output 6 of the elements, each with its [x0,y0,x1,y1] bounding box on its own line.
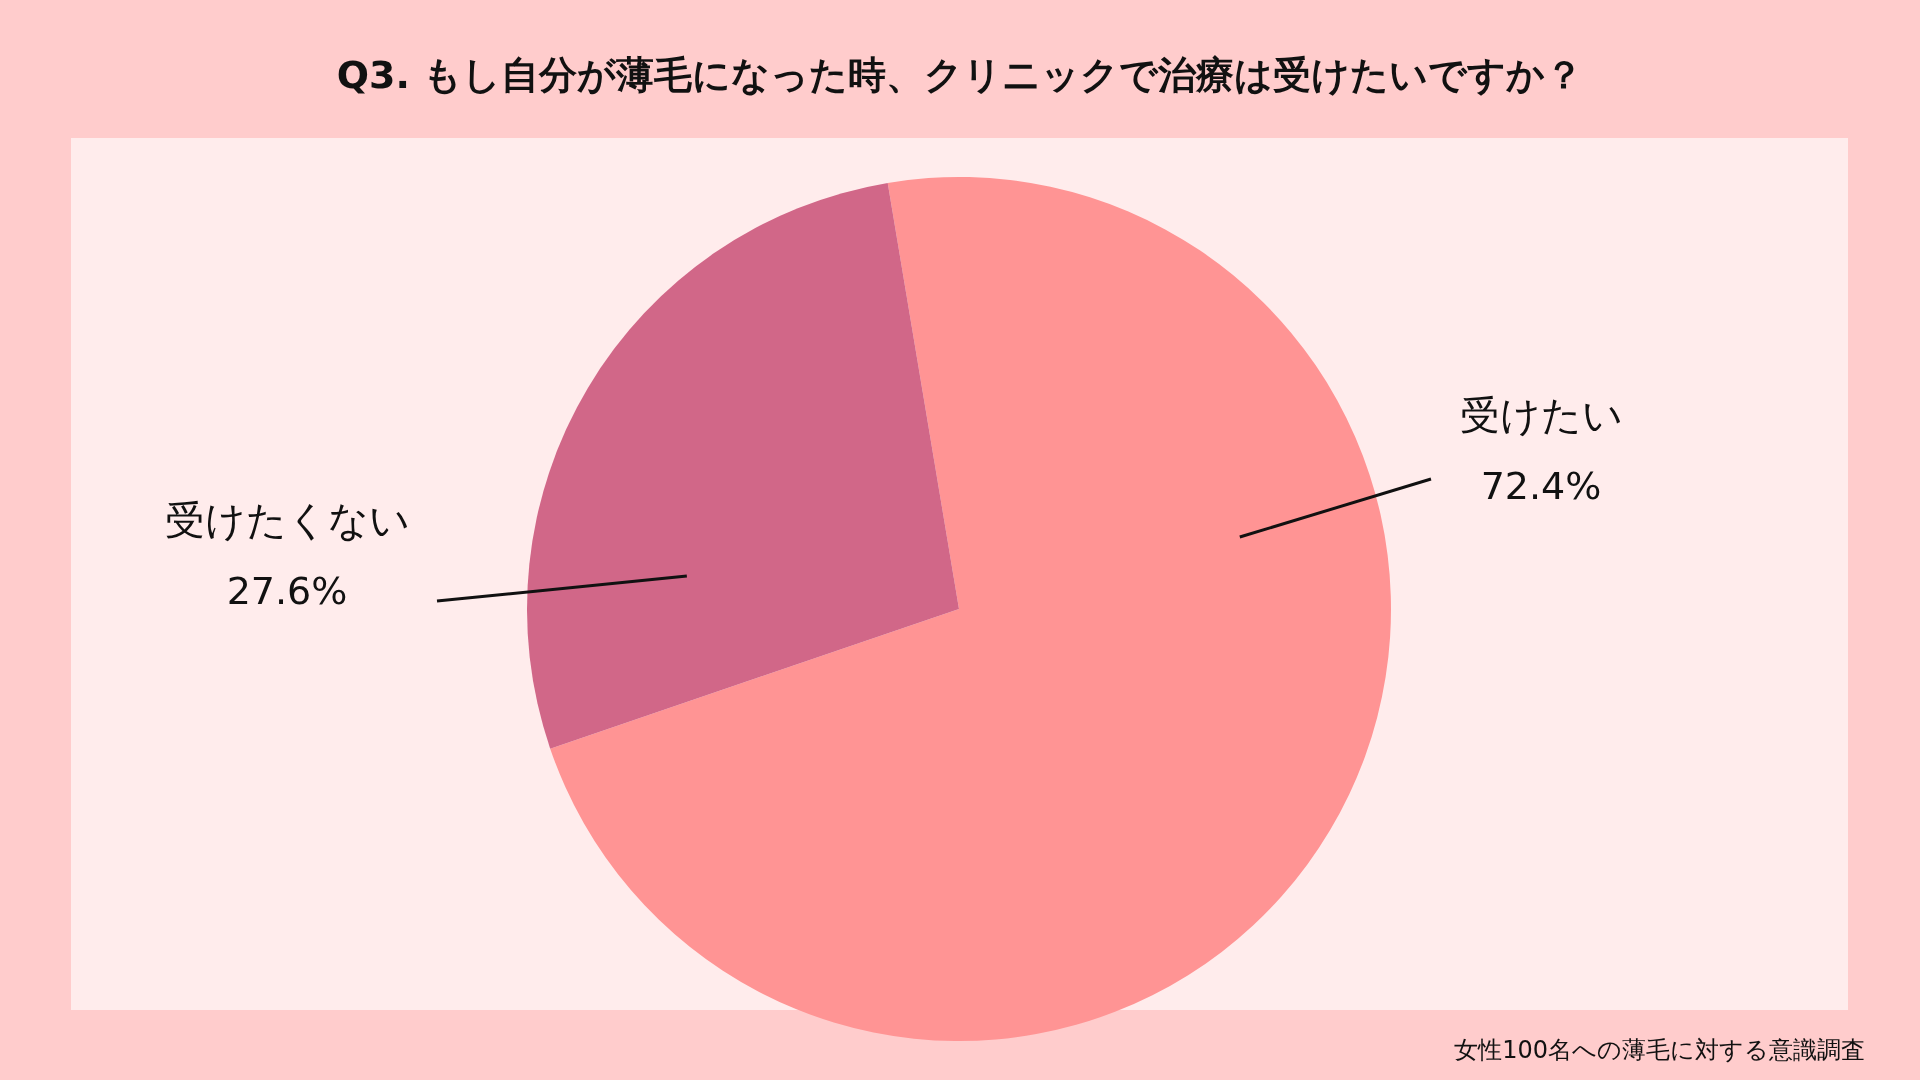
data-label: 72.4% [1480,464,1602,508]
chart-title: Q3. もし自分が薄毛になった時、クリニックで治療は受けたいですか？ [336,53,1584,97]
slice-label: 受けたくない [164,497,410,543]
text: 女性100名への薄毛に対する意識調査 [1454,1036,1865,1064]
data-label: 27.6% [226,569,348,613]
slice-label: 受けたい [1459,392,1623,438]
